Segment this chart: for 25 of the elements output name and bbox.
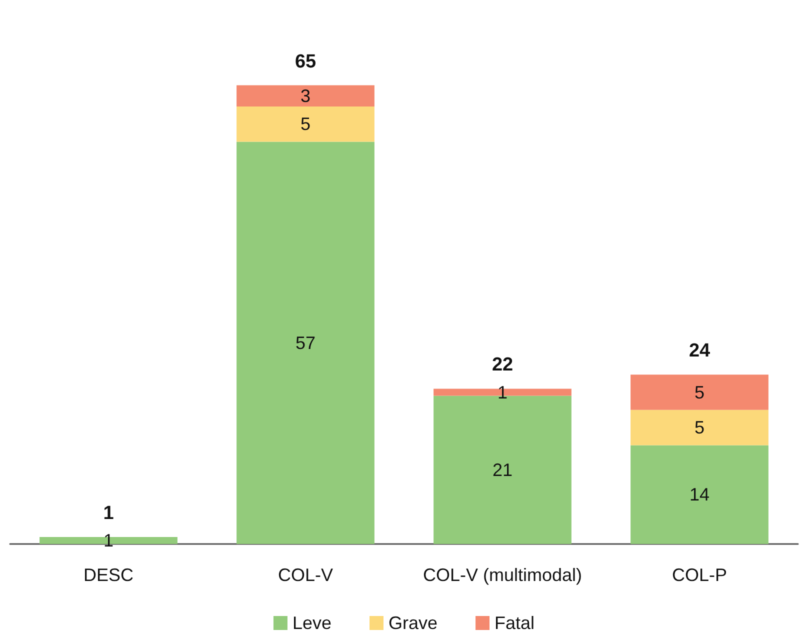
- x-tick-label: DESC: [83, 565, 134, 585]
- bar: [236, 106, 374, 142]
- total-label: 22: [492, 354, 514, 376]
- bar: [630, 445, 768, 544]
- data-label: 5: [694, 382, 705, 402]
- bar: [630, 374, 768, 410]
- data-label: 57: [295, 332, 316, 353]
- bar: [236, 85, 374, 106]
- legend-label: Fatal: [494, 613, 535, 633]
- total-label: 65: [294, 51, 316, 72]
- data-label: 5: [300, 114, 311, 134]
- data-label: 3: [300, 86, 311, 106]
- x-tick-label: COL-P: [672, 565, 728, 585]
- total-label: 1: [103, 502, 114, 524]
- data-label: 21: [492, 460, 513, 480]
- data-label: 14: [689, 484, 710, 505]
- legend-label: Leve: [292, 613, 332, 633]
- x-tick-label: COL-V (multimodal): [422, 565, 582, 585]
- bar: [630, 410, 768, 446]
- data-label: 5: [694, 418, 705, 438]
- legend-label: Grave: [388, 613, 438, 633]
- bar: [236, 142, 374, 544]
- data-label: 1: [497, 382, 508, 402]
- total-label: 24: [688, 340, 710, 362]
- x-tick-label: COL-V: [278, 565, 334, 585]
